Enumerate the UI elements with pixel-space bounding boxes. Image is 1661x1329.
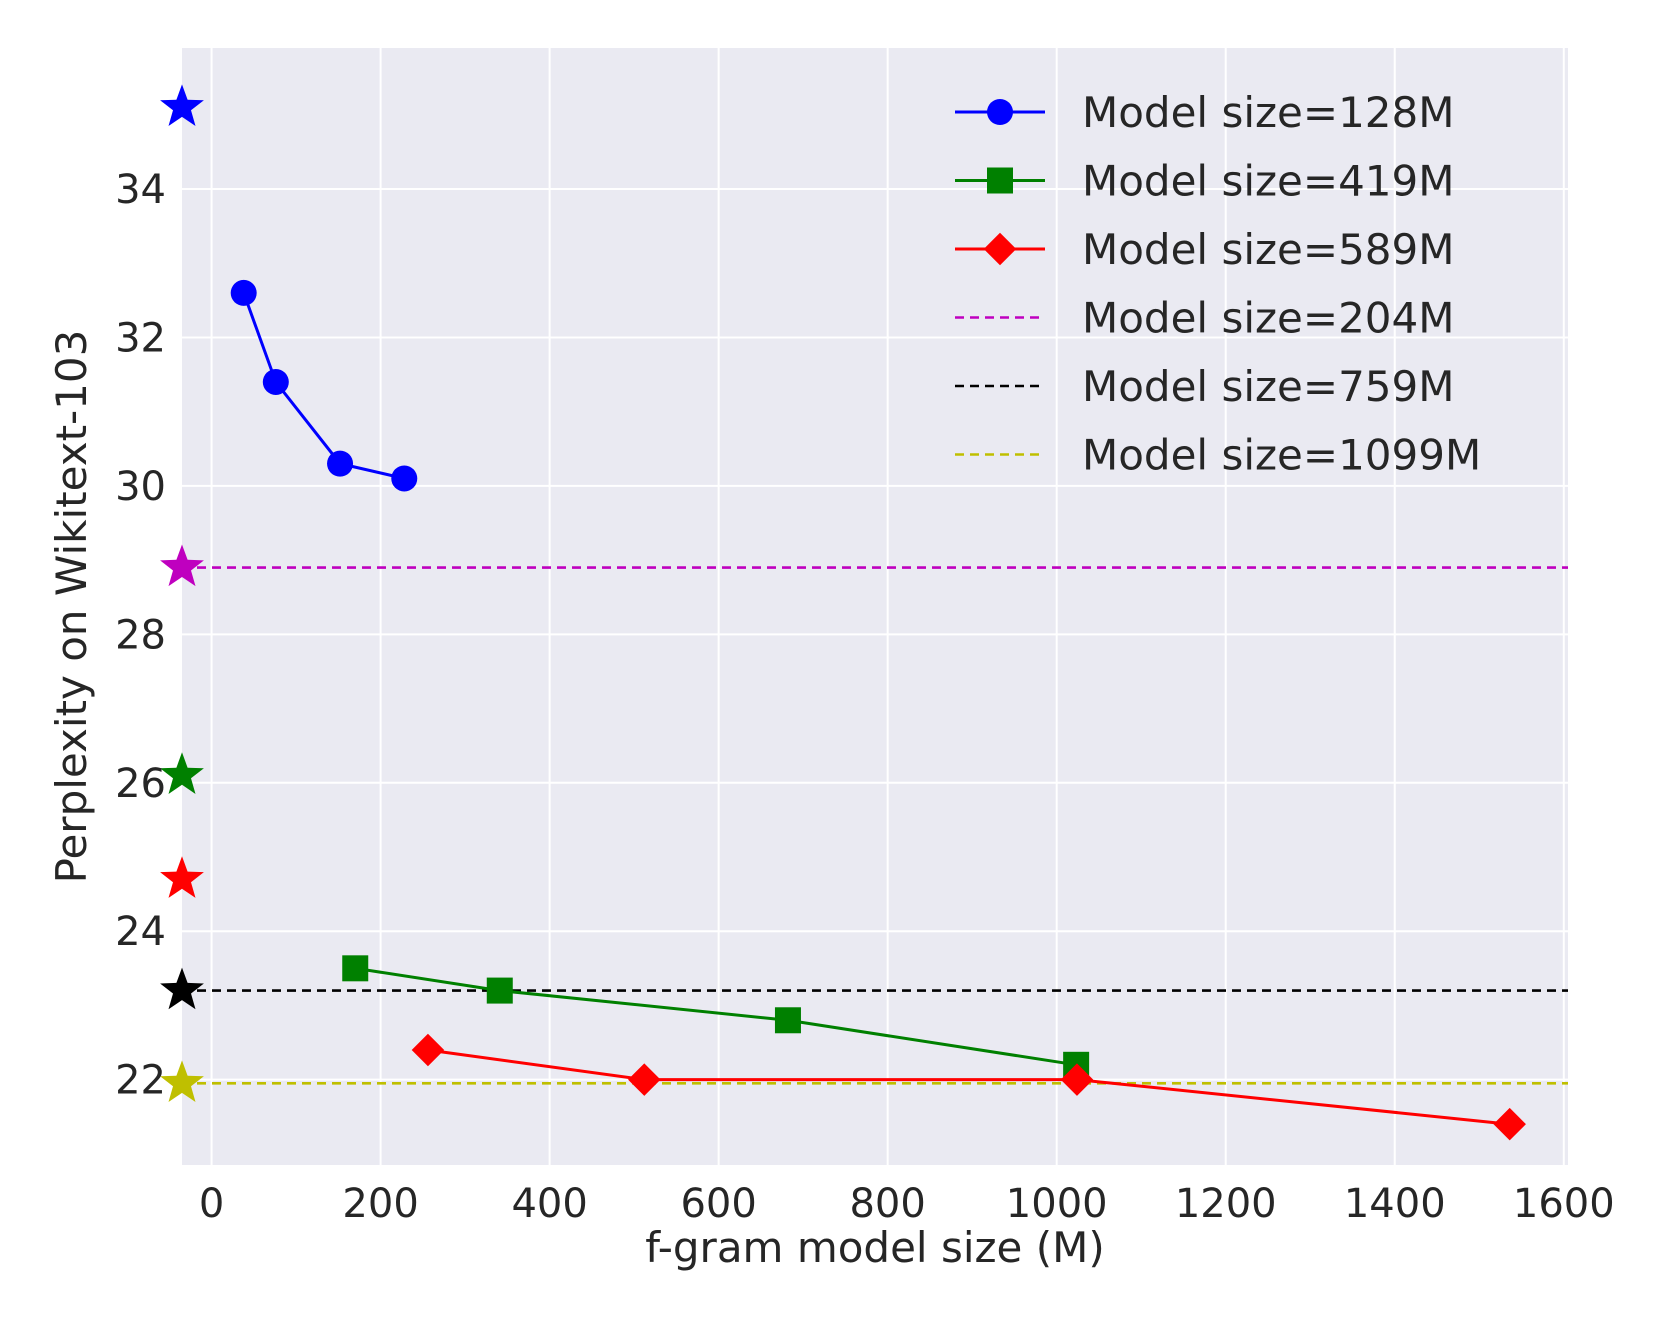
legend-item: Model size=1099M [955,431,1481,480]
baseline-star [160,967,204,1010]
x-tick-label: 200 [342,1181,418,1227]
legend-marker [983,232,1017,266]
x-tick-label: 1400 [1344,1181,1446,1227]
series-line [242,292,405,480]
baseline-star [160,84,204,126]
data-point [342,955,369,982]
y-tick-label: 26 [115,761,166,807]
data-point [1060,1063,1094,1096]
legend-label: Model size=128M [1082,88,1454,137]
reference-lines [182,566,1568,1085]
y-tick-label: 30 [115,464,166,510]
series-layer [230,279,1526,1141]
legend-label: Model size=419M [1082,157,1454,206]
y-tick-label: 32 [115,315,166,361]
series-line [355,966,1077,1067]
data-point [411,1033,445,1067]
baseline-star [160,856,204,898]
x-tick-labels: 0 200 400 600 800 1000 1200 1400 1600 [199,1181,1615,1227]
x-tick-label: 800 [849,1181,925,1227]
series-model-size-128m [230,279,418,492]
x-tick-label: 0 [199,1181,224,1227]
baseline-star [160,1060,204,1102]
series-line [427,1048,1510,1126]
x-tick-label: 400 [511,1181,587,1227]
y-tick-label: 34 [115,167,166,213]
legend-label: Model size=759M [1082,362,1454,411]
x-tick-label: 600 [680,1181,756,1227]
grid [182,48,1568,1165]
legend-label: Model size=589M [1082,225,1454,274]
legend-label: Model size=1099M [1082,431,1481,480]
legend-marker [987,167,1013,194]
legend-item: Model size=759M [955,362,1454,411]
y-tick-labels: 22 24 26 28 30 32 34 [115,167,166,1104]
baseline-stars [160,84,204,1102]
legend: Model size=128M Model size=419M Model size… [955,88,1481,480]
legend-marker [987,99,1013,125]
legend-label: Model size=204M [1082,294,1454,343]
legend-item: Model size=128M [955,88,1454,137]
data-point [628,1063,661,1096]
x-tick-label: 1600 [1513,1181,1615,1227]
y-axis-label: Perplexity on Wikitext-103 [47,330,96,884]
data-point [262,368,289,395]
x-tick-label: 1200 [1175,1181,1277,1227]
series-model-size-589m [411,1033,1526,1141]
data-point [230,279,257,306]
baseline-star [160,544,204,587]
legend-item: Model size=204M [955,294,1454,343]
legend-item: Model size=419M [955,157,1454,206]
x-tick-label: 1000 [1006,1181,1108,1227]
y-tick-label: 22 [115,1058,166,1104]
legend-item: Model size=589M [955,225,1454,274]
data-point [327,450,354,477]
plot-background [182,48,1568,1165]
x-axis-label: f-gram model size (M) [645,1223,1105,1272]
y-tick-label: 24 [115,909,166,955]
series-model-size-419m [342,955,1090,1078]
y-tick-label: 28 [115,612,166,658]
baseline-star [160,752,204,794]
data-point [774,1007,801,1034]
data-point [486,977,513,1004]
data-point [1493,1107,1526,1141]
data-point [391,465,418,492]
